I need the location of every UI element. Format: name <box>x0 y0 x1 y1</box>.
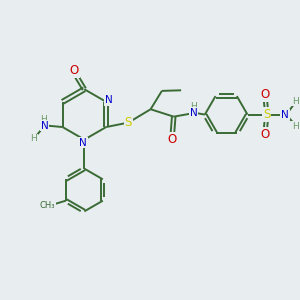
Text: O: O <box>168 133 177 146</box>
Text: CH₃: CH₃ <box>40 201 55 210</box>
Text: N: N <box>105 95 113 105</box>
Text: H: H <box>30 134 37 143</box>
Text: O: O <box>261 128 270 141</box>
Text: H: H <box>190 102 197 111</box>
Text: N: N <box>281 110 289 120</box>
Text: N: N <box>79 138 87 148</box>
Text: H: H <box>292 97 299 106</box>
Text: S: S <box>263 108 270 121</box>
Text: N: N <box>41 121 49 130</box>
Text: N: N <box>190 108 197 118</box>
Text: H: H <box>40 115 47 124</box>
Text: O: O <box>261 88 270 101</box>
Text: O: O <box>69 64 79 77</box>
Text: H: H <box>292 122 299 131</box>
Text: S: S <box>125 116 132 129</box>
